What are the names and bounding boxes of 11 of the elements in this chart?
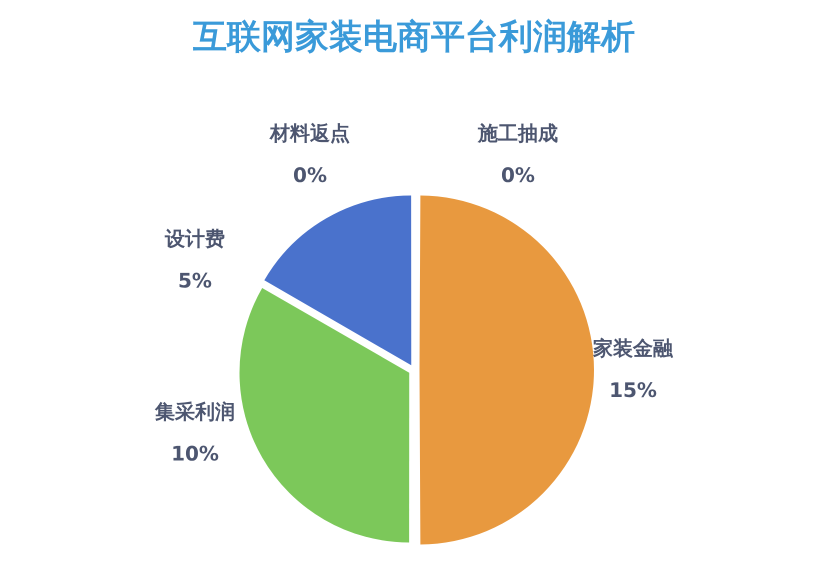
category-label: 材料返点 — [270, 120, 350, 145]
data-label: 10% — [171, 442, 219, 466]
text: 0% — [293, 162, 328, 187]
chart-title: 互联网家装电商平台利润解析 — [192, 16, 636, 59]
slice-label: 设计费 — [164, 226, 225, 250]
category-label: 施工抽成 — [478, 120, 558, 145]
text: 0% — [500, 162, 535, 187]
slice-label: 集采利润 — [154, 400, 235, 424]
slice-label: 家装金融 — [592, 336, 674, 360]
data-label: 15% — [609, 378, 657, 402]
data-label: 5% — [178, 268, 212, 292]
